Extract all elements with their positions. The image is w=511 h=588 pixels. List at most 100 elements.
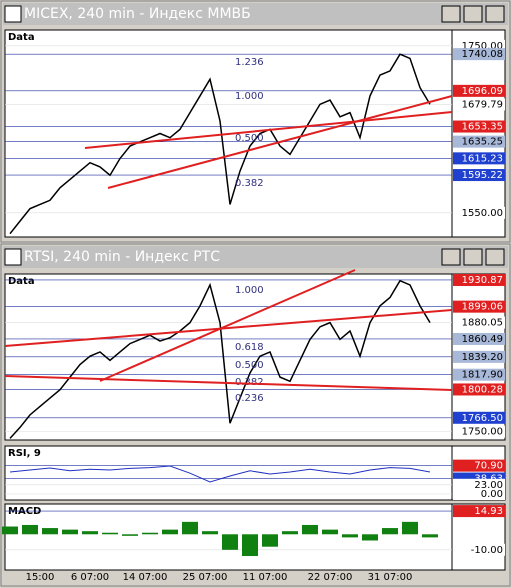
macd-bar: [282, 531, 298, 535]
fib-label: 0.500: [235, 133, 264, 144]
x-label: 14 07:00: [123, 572, 168, 583]
price-label: 23.00: [474, 480, 503, 491]
x-label: 31 07:00: [368, 572, 413, 583]
price-tag: [453, 300, 505, 313]
price-label: 1880.05: [462, 318, 503, 329]
macd-bar: [22, 524, 38, 535]
macd-bar: [122, 534, 138, 536]
macd-bar: [182, 521, 198, 535]
pane-label: MACD: [8, 506, 41, 517]
price-tag: [453, 383, 505, 396]
x-label: 11 07:00: [243, 572, 288, 583]
price-label: 1635.25: [462, 137, 503, 148]
macd-bar: [362, 534, 378, 541]
window-buttons[interactable]: [441, 5, 505, 23]
price-label: 1750.00: [462, 427, 503, 438]
price-label: 70.90: [474, 461, 503, 472]
rsi-line: [9, 465, 431, 483]
fib-label: 1.236: [235, 57, 264, 68]
macd-bar: [142, 532, 158, 535]
price-label: 1899.06: [462, 302, 503, 313]
price-label: 1550.00: [462, 208, 503, 219]
price-label: 14.93: [474, 506, 503, 517]
price-tag: [453, 505, 505, 518]
fib-label: 0.382: [235, 377, 264, 388]
price-tag: [453, 135, 505, 148]
fib-label: 1.000: [235, 91, 264, 102]
x-label: 15:00: [26, 572, 55, 583]
window-buttons[interactable]: [441, 248, 505, 266]
maximize[interactable]: [463, 5, 483, 23]
macd-bar: [402, 521, 418, 535]
price-label: 1839.20: [462, 352, 503, 363]
price-tag: [453, 169, 505, 182]
price-label: 1817.90: [462, 370, 503, 381]
macd-bar: [2, 526, 18, 535]
macd-bar: [382, 528, 398, 535]
macd-bar: [202, 531, 218, 535]
price-label: 1653.35: [462, 122, 503, 133]
macd-bar: [302, 524, 318, 535]
maximize[interactable]: [463, 248, 483, 266]
fib-label: 0.618: [235, 342, 264, 353]
macd-bar: [62, 529, 78, 535]
trend-line: [4, 309, 453, 347]
price-label: 1740.08: [462, 49, 503, 60]
price-tag: [453, 478, 505, 491]
trend-line: [99, 269, 356, 382]
price-tag: [453, 316, 505, 329]
title-bar: [3, 3, 508, 25]
price-label: 1750.00: [462, 41, 503, 52]
fib-label: 0.500: [235, 360, 264, 371]
price-label: 1595.22: [462, 170, 503, 181]
price-tag: [453, 488, 505, 500]
pane-label: RSI, 9: [8, 448, 41, 459]
pane-label: Data: [8, 32, 35, 43]
price-label: 1615.23: [462, 153, 503, 164]
price-label: 1766.50: [462, 413, 503, 424]
fib-label: 0.236: [235, 393, 264, 404]
trend-line: [84, 111, 453, 149]
macd-bar: [322, 529, 338, 535]
x-label: 22 07:00: [308, 572, 353, 583]
icon: [4, 5, 22, 23]
price-label: 1860.49: [462, 334, 503, 345]
macd-bar: [42, 528, 58, 535]
macd-bar: [222, 534, 238, 550]
price-label: 0.00: [481, 489, 503, 500]
close[interactable]: [485, 248, 505, 266]
icon: [4, 248, 22, 266]
trend-line: [4, 375, 453, 391]
close[interactable]: [485, 5, 505, 23]
price-label: 1679.79: [462, 99, 503, 110]
axis-column: [451, 29, 506, 238]
price-tag: [453, 206, 505, 219]
price-tag: [453, 350, 505, 363]
price-tag: [453, 368, 505, 381]
macd-bar: [162, 529, 178, 535]
price-tag: [453, 332, 505, 345]
price-tag: [453, 273, 505, 286]
price-tag: [453, 459, 505, 472]
macd-bar: [82, 531, 98, 535]
fib-label: 1.000: [235, 285, 264, 296]
price-tag: [453, 84, 505, 97]
price-tag: [453, 152, 505, 165]
price-tag: [453, 98, 505, 111]
pane: [4, 445, 453, 501]
minimize[interactable]: [441, 248, 461, 266]
window-title: MICEX, 240 min - Индекс ММВБ: [24, 6, 251, 22]
price-label: -10.00: [471, 545, 503, 556]
price-line: [9, 53, 431, 235]
macd-bar: [262, 534, 278, 547]
title-bar: [3, 246, 508, 268]
macd-bar: [102, 532, 118, 535]
fib-label: 0.382: [235, 178, 264, 189]
trend-line: [107, 95, 453, 189]
x-label: 6 07:00: [71, 572, 109, 583]
macd-bar: [242, 534, 258, 557]
price-tag: [453, 411, 505, 424]
minimize[interactable]: [441, 5, 461, 23]
price-tag: [453, 120, 505, 133]
